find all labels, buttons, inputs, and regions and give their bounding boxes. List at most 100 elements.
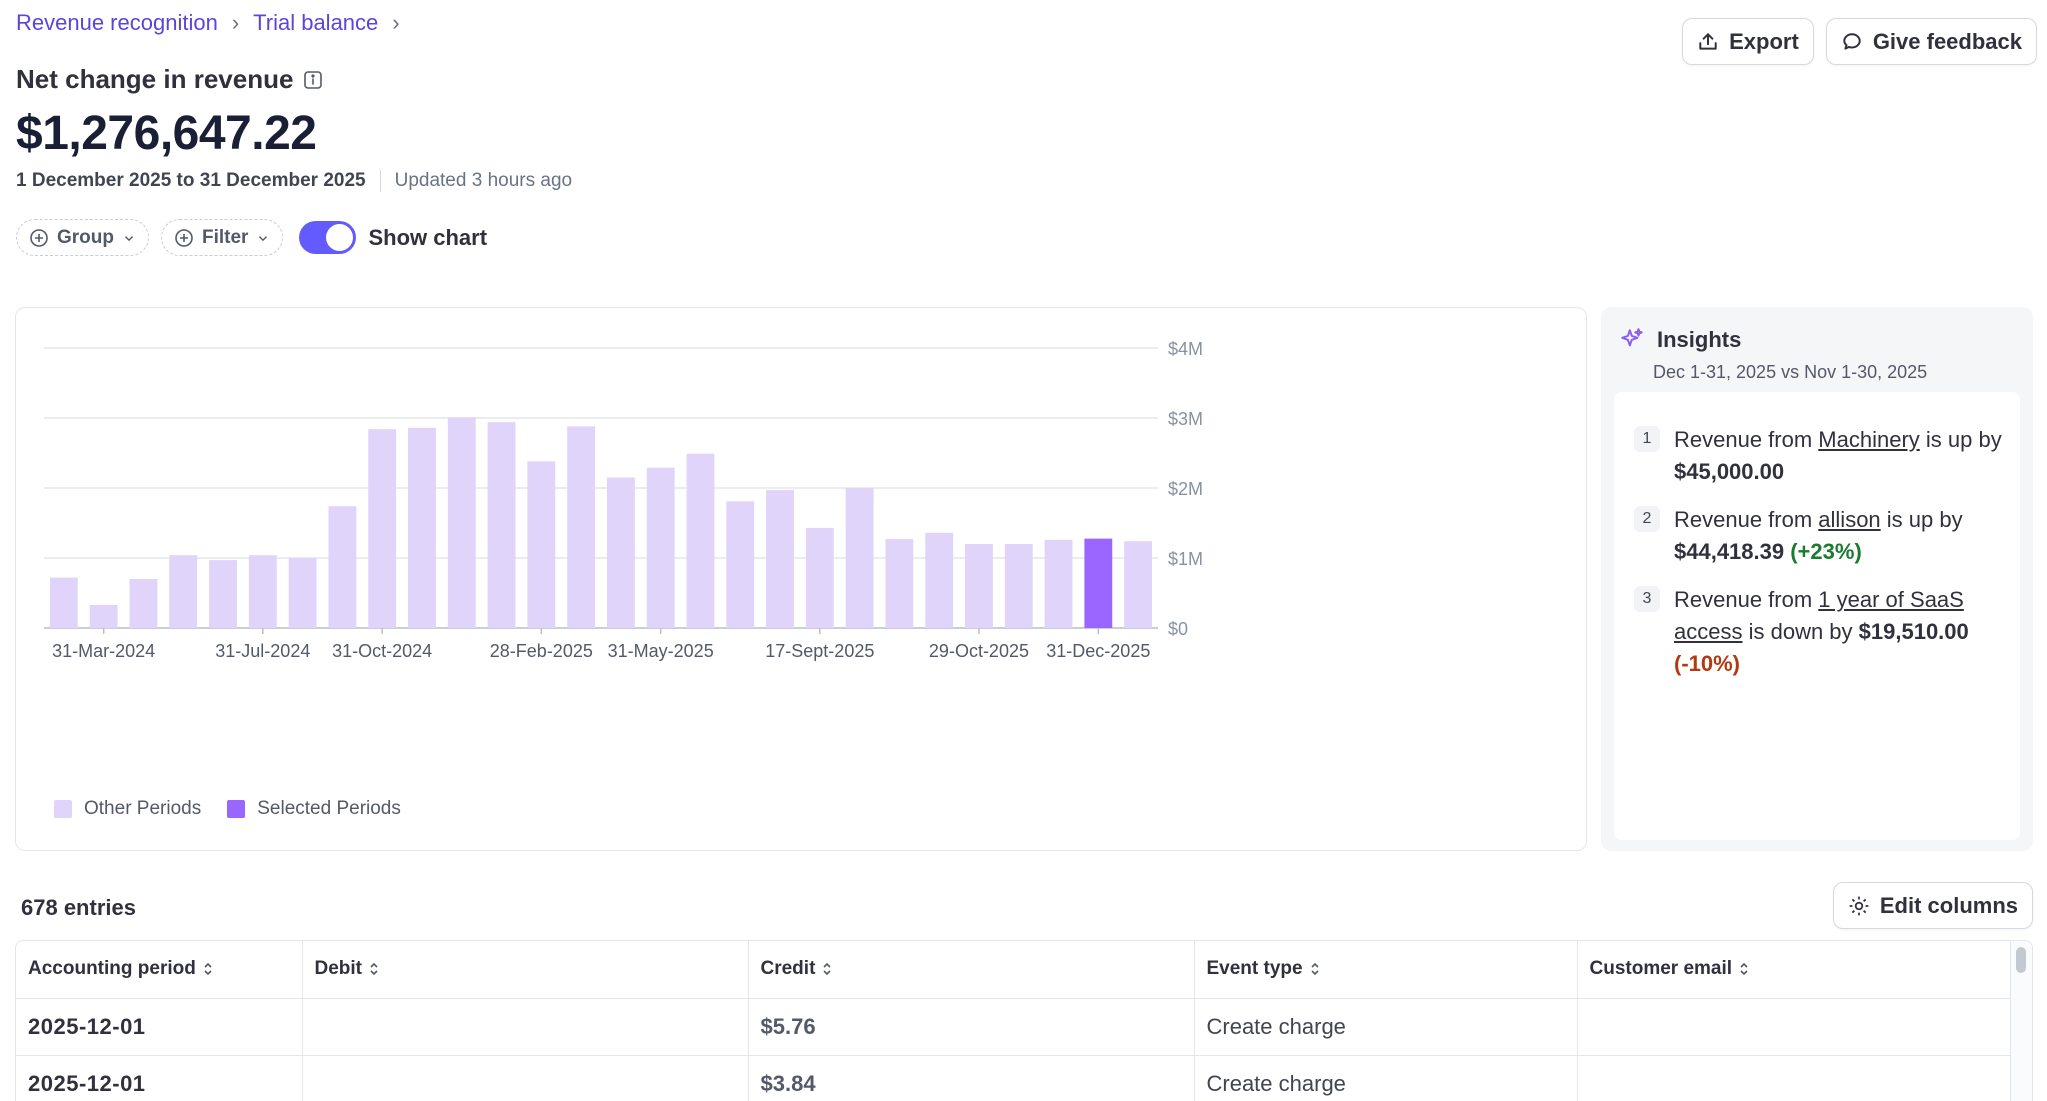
x-tick-label: 31-Jul-2024 (215, 641, 310, 661)
insight-change-positive: (+23%) (1790, 539, 1862, 564)
chart-legend: Other Periods Selected Periods (54, 798, 415, 820)
group-button[interactable]: Group (16, 219, 149, 256)
updated-text: Updated 3 hours ago (394, 170, 573, 191)
give-feedback-button[interactable]: Give feedback (1825, 18, 2037, 65)
sort-icon (1740, 963, 1748, 976)
x-tick-label: 28-Feb-2025 (490, 641, 593, 661)
insight-item: 1 Revenue from Machinery is up by $45,00… (1634, 424, 2004, 488)
bar (209, 560, 237, 628)
insights-subtitle: Dec 1-31, 2025 vs Nov 1-30, 2025 (1653, 362, 1928, 382)
bar (447, 417, 476, 628)
bar (368, 429, 397, 628)
breadcrumb-revenue-recognition[interactable]: Revenue recognition (16, 10, 218, 35)
breadcrumb-trial-balance[interactable]: Trial balance (253, 10, 379, 35)
cell-credit: $3.84 (748, 1055, 1195, 1101)
chart-card: $0 $1M $2M $3M $4M 31-Mar-2024 31-Jul-2024 31-O… (15, 307, 1587, 851)
bar (527, 461, 556, 628)
insight-change-negative: (-10%) (1674, 651, 1741, 676)
filter-button[interactable]: Filter (161, 219, 284, 256)
bar (606, 477, 635, 628)
table-scroll-track[interactable] (2010, 941, 2032, 1101)
insight-link-machinery[interactable]: Machinery (1818, 427, 1920, 452)
plus-circle-icon (175, 228, 193, 247)
cell-debit (302, 998, 749, 1056)
table-row[interactable]: 2025-12-01 $5.76 Create charge (16, 998, 2011, 1056)
bar (805, 527, 834, 628)
bar (1004, 544, 1033, 628)
speech-bubble-icon (1843, 32, 1861, 50)
cell-event-type: Create charge (1194, 998, 1578, 1056)
show-chart-toggle[interactable] (299, 221, 357, 254)
bar (248, 555, 277, 628)
chevron-down-icon (259, 235, 268, 241)
y-tick-label: $0 (1168, 619, 1188, 639)
bar (49, 577, 78, 628)
edit-columns-button[interactable]: Edit columns (1832, 882, 2033, 929)
chevron-down-icon (125, 235, 133, 241)
bar (1044, 539, 1073, 628)
bar (925, 532, 954, 628)
revenue-bar-chart: $0 $1M $2M $3M $4M 31-Mar-2024 31-Jul-2024 31-O… (44, 339, 1203, 661)
export-button[interactable]: Export (1682, 18, 1814, 65)
x-tick-label: 31-Mar-2024 (52, 641, 155, 661)
divider (379, 170, 381, 192)
column-header-credit[interactable]: Credit (748, 941, 1195, 999)
page-title: Net change in revenue (16, 64, 294, 94)
column-header-accounting-period[interactable]: Accounting period (16, 941, 303, 999)
cell-credit: $5.76 (748, 998, 1195, 1056)
insight-link-saas[interactable]: 1 year of SaaS access (1674, 587, 1964, 644)
sort-icon (204, 963, 212, 976)
net-change-amount: $1,276,647.22 (16, 107, 317, 160)
summary-title-row: Net change in revenue (16, 64, 323, 95)
cell-accounting-period: 2025-12-01 (16, 998, 303, 1056)
bar (766, 490, 794, 628)
info-icon[interactable] (303, 70, 323, 90)
sort-icon (823, 963, 831, 976)
column-header-customer-email[interactable]: Customer email (1577, 941, 2011, 999)
table-row[interactable]: 2025-12-01 $3.84 Create charge (16, 1055, 2011, 1101)
legend-item-selected: Selected Periods (227, 798, 401, 820)
cell-customer-email (1577, 1055, 2011, 1101)
show-chart-label: Show chart (368, 224, 488, 250)
sort-icon (370, 963, 378, 976)
bar (169, 555, 198, 628)
insight-amount: $44,418.39 (1674, 539, 1785, 564)
bar (686, 453, 715, 628)
insight-item: 2 Revenue from allison is up by $44,418.… (1634, 504, 2004, 568)
legend-label-selected: Selected Periods (257, 798, 401, 819)
column-header-event-type[interactable]: Event type (1194, 941, 1578, 999)
legend-swatch-selected (227, 800, 246, 818)
cell-debit (302, 1055, 749, 1101)
x-tick-label: 31-Dec-2025 (1046, 641, 1150, 661)
insight-link-allison[interactable]: allison (1818, 507, 1881, 532)
sparkle-icon (1621, 328, 1643, 347)
bar (328, 506, 357, 628)
chevron-right-icon: › (231, 10, 240, 35)
sort-icon (1311, 963, 1319, 976)
x-tick-label: 31-Oct-2024 (332, 641, 432, 661)
legend-item-other: Other Periods (54, 798, 201, 820)
legend-swatch-other (54, 800, 72, 818)
bar (845, 488, 874, 628)
bar (89, 604, 118, 628)
period-row: 1 December 2025 to 31 December 2025 Upda… (16, 170, 572, 192)
insight-text: Revenue from 1 year of SaaS access is do… (1674, 587, 1969, 676)
bar (726, 501, 755, 628)
entries-table: Accounting period Debit Credit Event typ… (15, 940, 2033, 1101)
breadcrumb: Revenue recognition › Trial balance › (16, 10, 400, 36)
insights-list: 1 Revenue from Machinery is up by $45,00… (1614, 392, 2020, 840)
top-actions: Export Give feedback (1682, 18, 2037, 65)
insights-title: Insights (1657, 327, 1742, 352)
table-scrollbar-thumb[interactable] (2016, 947, 2026, 973)
insights-header: Insights (1619, 327, 1741, 353)
give-feedback-label: Give feedback (1872, 28, 2022, 54)
x-tick-label: 17-Sept-2025 (765, 641, 874, 661)
plus-circle-icon (30, 228, 48, 247)
y-tick-label: $4M (1168, 339, 1203, 359)
bar (1124, 541, 1153, 628)
insight-number: 2 (1634, 506, 1660, 532)
column-header-debit[interactable]: Debit (302, 941, 749, 999)
date-range: 1 December 2025 to 31 December 2025 (16, 170, 366, 191)
group-label: Group (57, 226, 114, 248)
bar (965, 544, 993, 628)
